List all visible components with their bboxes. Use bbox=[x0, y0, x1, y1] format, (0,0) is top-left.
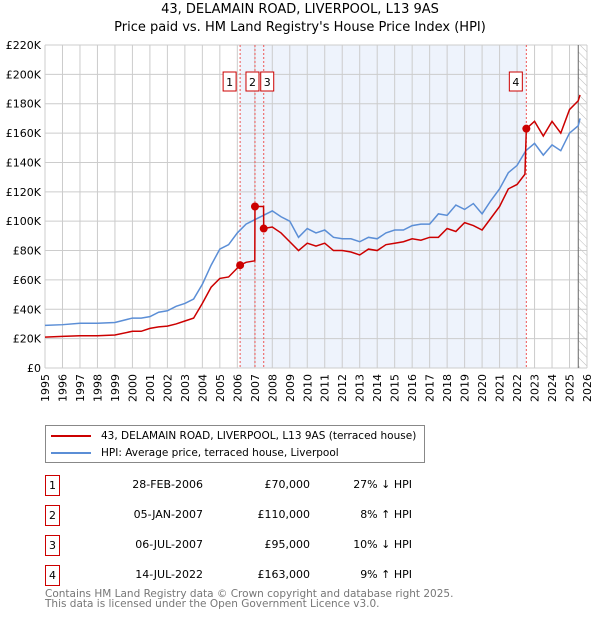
table-row: 1 28-FEB-2006 £70,000 27% ↓ HPI bbox=[45, 475, 465, 496]
y-tick-label: £40K bbox=[13, 303, 42, 316]
x-tick-label: 2007 bbox=[249, 374, 262, 402]
x-tick-label: 2022 bbox=[511, 374, 524, 402]
sale-marker: 4 bbox=[45, 565, 60, 586]
x-tick-label: 2002 bbox=[161, 374, 174, 402]
x-tick-label: 2008 bbox=[266, 374, 279, 402]
y-tick-label: £20K bbox=[13, 333, 42, 346]
sale-marker-label: 2 bbox=[249, 76, 256, 89]
x-tick-label: 2003 bbox=[179, 374, 192, 402]
future-hatch bbox=[578, 45, 587, 368]
table-row: 4 14-JUL-2022 £163,000 9% ↑ HPI bbox=[45, 565, 465, 586]
sale-hpi-delta: 8% ↑ HPI bbox=[360, 508, 412, 521]
y-tick-label: £220K bbox=[6, 39, 42, 52]
x-tick-label: 2000 bbox=[126, 374, 139, 402]
sale-price: £110,000 bbox=[257, 508, 311, 521]
legend-item-property: 43, DELAMAIN ROAD, LIVERPOOL, L13 9AS (t… bbox=[51, 428, 416, 444]
x-tick-label: 2012 bbox=[336, 374, 349, 402]
sale-date: 14-JUL-2022 bbox=[135, 568, 203, 581]
x-tick-label: 2021 bbox=[494, 374, 507, 402]
x-tick-label: 2014 bbox=[371, 374, 384, 402]
sale-marker: 1 bbox=[45, 475, 60, 496]
copyright-text: Contains HM Land Registry data © Crown c… bbox=[45, 588, 454, 600]
licence-text: This data is licensed under the Open Gov… bbox=[45, 598, 380, 610]
x-tick-label: 2024 bbox=[546, 374, 559, 402]
sale-marker-box bbox=[222, 71, 237, 92]
chart-title: 43, DELAMAIN ROAD, LIVERPOOL, L13 9AS bbox=[161, 2, 439, 17]
legend-label: HPI: Average price, terraced house, Live… bbox=[101, 447, 339, 459]
y-tick-label: £100K bbox=[6, 215, 42, 228]
legend: 43, DELAMAIN ROAD, LIVERPOOL, L13 9AS (t… bbox=[45, 425, 425, 463]
x-tick-label: 2026 bbox=[581, 374, 594, 402]
sale-marker-box bbox=[508, 71, 523, 92]
x-tick-label: 2010 bbox=[301, 374, 314, 402]
legend-swatch bbox=[51, 435, 91, 437]
legend-item-hpi: HPI: Average price, terraced house, Live… bbox=[51, 445, 339, 461]
sale-marker-box bbox=[260, 71, 275, 92]
table-row: 2 05-JAN-2007 £110,000 8% ↑ HPI bbox=[45, 505, 465, 526]
hpi-line bbox=[44, 118, 581, 327]
table-row: 3 06-JUL-2007 £95,000 10% ↓ HPI bbox=[45, 535, 465, 556]
x-tick-label: 2004 bbox=[196, 374, 209, 402]
footer: Contains HM Land Registry data © Crown c… bbox=[45, 588, 454, 610]
x-tick-label: 2018 bbox=[441, 374, 454, 402]
sale-marker-label: 4 bbox=[512, 76, 519, 89]
x-tick-label: 1997 bbox=[74, 374, 87, 402]
sale-point bbox=[236, 261, 245, 270]
sale-marker: 3 bbox=[45, 535, 60, 556]
sale-point bbox=[250, 202, 259, 211]
sale-hpi-delta: 10% ↓ HPI bbox=[353, 538, 412, 551]
sale-hpi-delta: 9% ↑ HPI bbox=[360, 568, 412, 581]
x-tick-label: 2025 bbox=[564, 374, 577, 402]
x-tick-label: 2016 bbox=[406, 374, 419, 402]
x-tick-label: 2020 bbox=[476, 374, 489, 402]
sale-point bbox=[259, 224, 268, 233]
y-tick-label: £0 bbox=[27, 362, 41, 375]
sale-price: £70,000 bbox=[264, 478, 311, 491]
x-tick-label: 2019 bbox=[459, 374, 472, 402]
x-tick-label: 2015 bbox=[389, 374, 402, 402]
x-tick-label: 1998 bbox=[91, 374, 104, 402]
ownership-shading bbox=[240, 45, 527, 368]
sale-marker-box bbox=[245, 71, 260, 92]
sale-point bbox=[522, 124, 531, 133]
y-tick-label: £120K bbox=[6, 186, 42, 199]
x-tick-label: 2011 bbox=[319, 374, 332, 402]
chart-subtitle: Price paid vs. HM Land Registry's House … bbox=[114, 20, 486, 35]
sale-marker-label: 3 bbox=[264, 76, 271, 89]
y-tick-label: £140K bbox=[6, 156, 42, 169]
sale-date: 06-JUL-2007 bbox=[135, 538, 203, 551]
price-line bbox=[44, 94, 581, 338]
x-tick-label: 2009 bbox=[284, 374, 297, 402]
sale-date: 28-FEB-2006 bbox=[132, 478, 203, 491]
sale-price: £163,000 bbox=[257, 568, 311, 581]
x-tick-label: 1999 bbox=[109, 374, 122, 402]
x-tick-label: 2001 bbox=[144, 374, 157, 402]
sale-date: 05-JAN-2007 bbox=[133, 508, 203, 521]
y-tick-label: £200K bbox=[6, 68, 42, 81]
x-tick-label: 2006 bbox=[231, 374, 244, 402]
y-tick-label: £80K bbox=[13, 245, 42, 258]
x-tick-label: 2023 bbox=[529, 374, 542, 402]
legend-swatch bbox=[51, 452, 91, 454]
price-chart: 1995 1996 1997 1998 1999 2000 2001 2002 2003 2004… bbox=[6, 39, 594, 402]
sale-marker: 2 bbox=[45, 505, 60, 526]
sale-hpi-delta: 27% ↓ HPI bbox=[353, 478, 412, 491]
y-tick-label: £160K bbox=[6, 127, 42, 140]
sale-price: £95,000 bbox=[264, 538, 311, 551]
x-tick-label: 2017 bbox=[424, 374, 437, 402]
legend-label: 43, DELAMAIN ROAD, LIVERPOOL, L13 9AS (t… bbox=[101, 430, 417, 442]
y-tick-label: £60K bbox=[13, 274, 42, 287]
x-tick-label: 1995 bbox=[39, 374, 52, 402]
x-tick-label: 2013 bbox=[354, 374, 367, 402]
x-tick-label: 2005 bbox=[214, 374, 227, 402]
y-tick-label: £180K bbox=[6, 98, 42, 111]
sale-marker-label: 1 bbox=[226, 76, 233, 89]
x-tick-label: 1996 bbox=[56, 374, 69, 402]
